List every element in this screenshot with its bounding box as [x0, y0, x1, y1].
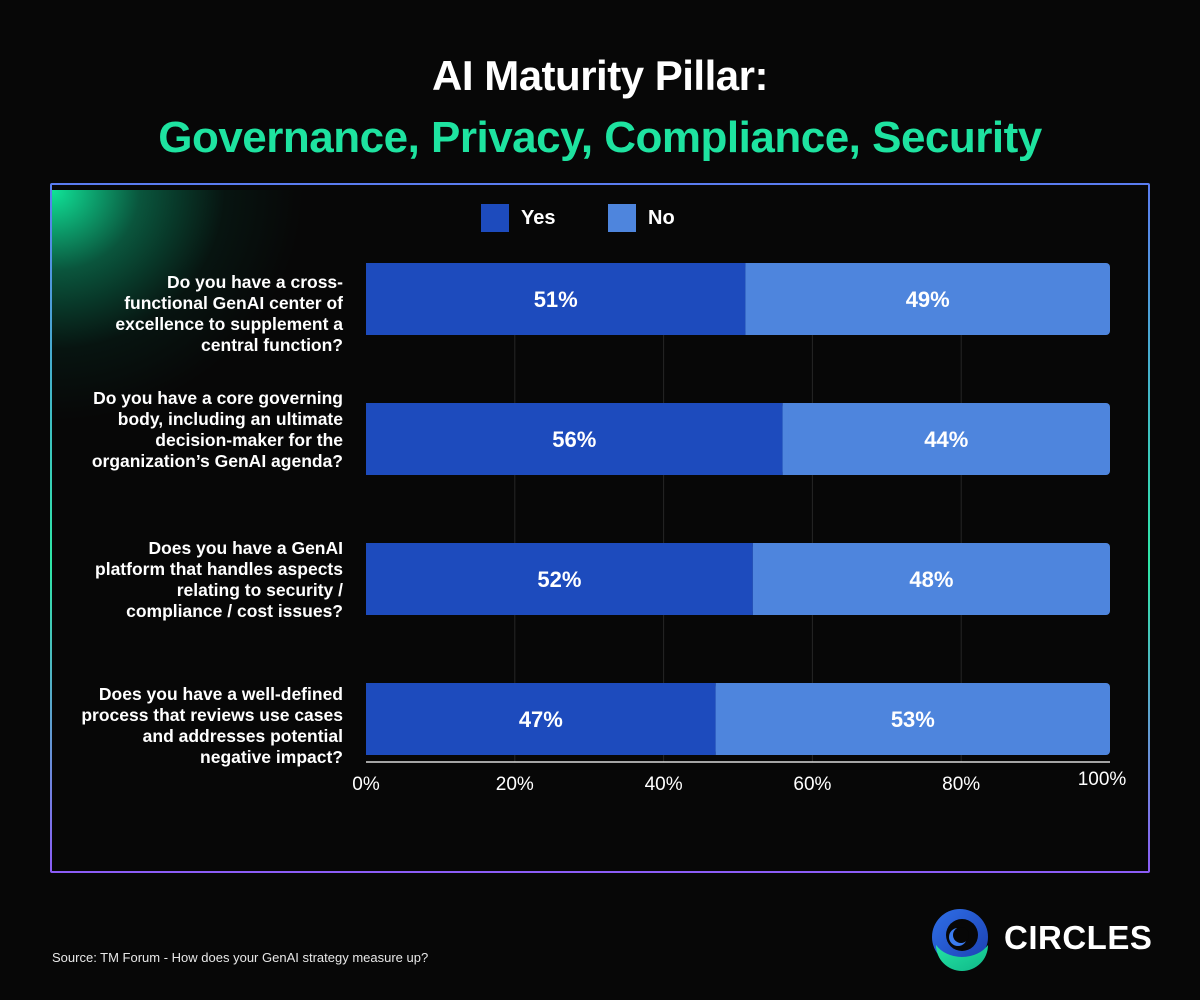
bar-no-edge — [752, 543, 759, 615]
bar-no-edge — [782, 403, 789, 475]
legend-swatch-yes — [481, 204, 509, 232]
question-4-line: and addresses potential — [142, 726, 343, 746]
legend-swatch-no — [608, 204, 636, 232]
question-2-line: body, including an ultimate — [117, 409, 343, 429]
bar-yes — [366, 543, 753, 615]
bar-no-edge — [715, 683, 722, 755]
bar-data-label: 53% — [891, 707, 935, 732]
source-note: Source: TM Forum - How does your GenAI s… — [52, 950, 429, 965]
title-line-2: Governance, Privacy, Compliance, Securit… — [158, 113, 1042, 162]
x-tick-label: 20% — [496, 774, 534, 795]
x-tick-label: 40% — [645, 774, 683, 795]
question-label-1: Do you have a cross- functional GenAI ce… — [60, 272, 343, 356]
bar-no — [782, 403, 1110, 475]
x-tick-label: 0% — [352, 774, 380, 795]
question-3-line: platform that handles aspects — [95, 559, 343, 579]
x-tick-label: 80% — [942, 774, 980, 795]
circles-logo-text: CIRCLES — [1004, 919, 1153, 956]
legend-label-yes: Yes — [521, 206, 556, 229]
legend-item-yes: Yes — [481, 204, 555, 232]
bar-data-label: 48% — [909, 567, 953, 592]
bar-no — [715, 683, 1110, 755]
question-1-line: Do you have a cross- — [166, 272, 343, 292]
bar-yes — [366, 263, 746, 335]
title-line-1: AI Maturity Pillar: — [432, 52, 768, 99]
question-label-4: Does you have a well-defined process tha… — [60, 684, 343, 768]
legend-item-no: No — [608, 204, 675, 232]
question-2-line: organization’s GenAI agenda? — [91, 451, 343, 471]
question-3-line: relating to security / — [176, 580, 343, 600]
question-2-line: decision-maker for the — [155, 430, 343, 450]
question-3-line: compliance / cost issues? — [126, 601, 343, 621]
circles-logo: CIRCLES — [930, 905, 1160, 975]
circles-logo-icon — [932, 909, 988, 971]
question-4-line: process that reviews use cases — [81, 705, 343, 725]
bar-data-label: 56% — [552, 427, 596, 452]
question-label-3: Does you have a GenAI platform that hand… — [60, 538, 343, 622]
bar-data-label: 52% — [537, 567, 581, 592]
bar-data-label: 44% — [924, 427, 968, 452]
question-1-line: excellence to supplement a — [115, 314, 343, 334]
question-2-line: Do you have a core governing — [93, 388, 343, 408]
bar-no — [745, 263, 1110, 335]
bar-no-edge — [745, 263, 752, 335]
bar-yes — [366, 683, 716, 755]
x-tick-label: 100% — [1078, 769, 1127, 790]
question-4-line: negative impact? — [200, 747, 343, 767]
question-1-line: functional GenAI center of — [124, 293, 343, 313]
bar-data-label: 47% — [519, 707, 563, 732]
bar-data-label: 51% — [534, 287, 578, 312]
bar-yes — [366, 403, 783, 475]
x-tick-label: 60% — [793, 774, 831, 795]
question-1-line: central function? — [201, 335, 343, 355]
question-4-line: Does you have a well-defined — [98, 684, 343, 704]
bar-data-label: 49% — [906, 287, 950, 312]
legend-label-no: No — [648, 206, 675, 229]
question-label-2: Do you have a core governing body, inclu… — [60, 388, 343, 472]
bar-no — [752, 543, 1110, 615]
question-3-line: Does you have a GenAI — [148, 538, 343, 558]
